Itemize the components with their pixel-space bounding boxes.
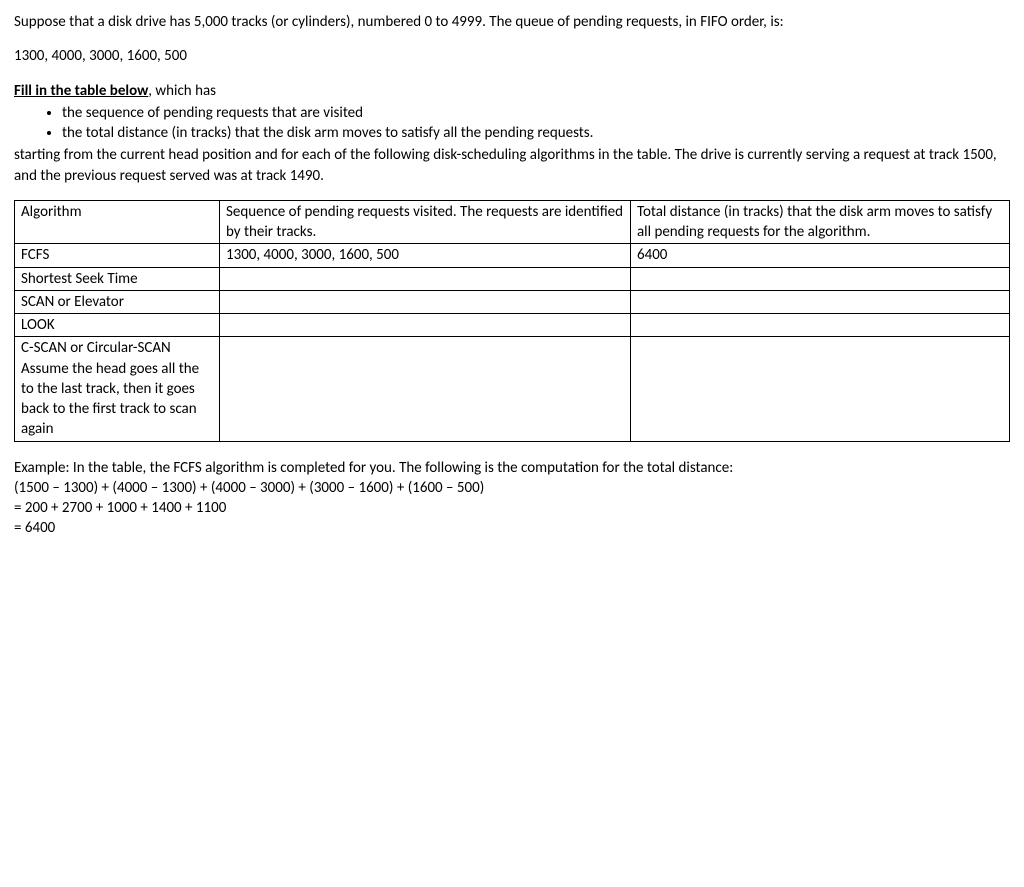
- cell-algo: LOOK: [15, 314, 220, 337]
- cell-dist: [631, 314, 1010, 337]
- intro-paragraph-3: starting from the current head position …: [14, 145, 1010, 186]
- fill-rest: , which has: [148, 82, 216, 100]
- table-header-row: Algorithm Sequence of pending requests v…: [15, 200, 1010, 244]
- intro-paragraph-1: Suppose that a disk drive has 5,000 trac…: [14, 12, 1010, 32]
- algorithms-table: Algorithm Sequence of pending requests v…: [14, 200, 1010, 442]
- bullet-item-1: the sequence of pending requests that ar…: [62, 103, 1010, 123]
- cell-dist: [631, 267, 1010, 290]
- fill-label: Fill in the table below: [14, 82, 148, 100]
- bullet-list: the sequence of pending requests that ar…: [14, 103, 1010, 144]
- example-block: Example: In the table, the FCFS algorith…: [14, 458, 1010, 539]
- cell-algo: FCFS: [15, 244, 220, 267]
- table-row: Shortest Seek Time: [15, 267, 1010, 290]
- example-line-3: = 200 + 2700 + 1000 + 1400 + 1100: [14, 498, 1010, 518]
- cell-algo: SCAN or Elevator: [15, 290, 220, 313]
- cell-dist: [631, 290, 1010, 313]
- cell-seq: 1300, 4000, 3000, 1600, 500: [220, 244, 631, 267]
- cell-seq: [220, 337, 631, 441]
- table-row: C-SCAN or Circular-SCAN Assume the head …: [15, 337, 1010, 441]
- cell-dist: 6400: [631, 244, 1010, 267]
- table-row: LOOK: [15, 314, 1010, 337]
- example-line-1: Example: In the table, the FCFS algorith…: [14, 458, 1010, 478]
- header-distance: Total distance (in tracks) that the disk…: [631, 200, 1010, 244]
- header-algorithm: Algorithm: [15, 200, 220, 244]
- table-row: SCAN or Elevator: [15, 290, 1010, 313]
- cell-seq: [220, 314, 631, 337]
- example-line-2: (1500 – 1300) + (4000 – 1300) + (4000 – …: [14, 478, 1010, 498]
- fill-instruction: Fill in the table below, which has: [14, 81, 1010, 101]
- cell-seq: [220, 290, 631, 313]
- table-row: FCFS 1300, 4000, 3000, 1600, 500 6400: [15, 244, 1010, 267]
- cell-algo: Shortest Seek Time: [15, 267, 220, 290]
- example-line-4: = 6400: [14, 518, 1010, 538]
- bullet-item-2: the total distance (in tracks) that the …: [62, 123, 1010, 143]
- cell-algo: C-SCAN or Circular-SCAN Assume the head …: [15, 337, 220, 441]
- request-queue: 1300, 4000, 3000, 1600, 500: [14, 46, 1010, 66]
- cell-dist: [631, 337, 1010, 441]
- header-sequence: Sequence of pending requests visited. Th…: [220, 200, 631, 244]
- cell-seq: [220, 267, 631, 290]
